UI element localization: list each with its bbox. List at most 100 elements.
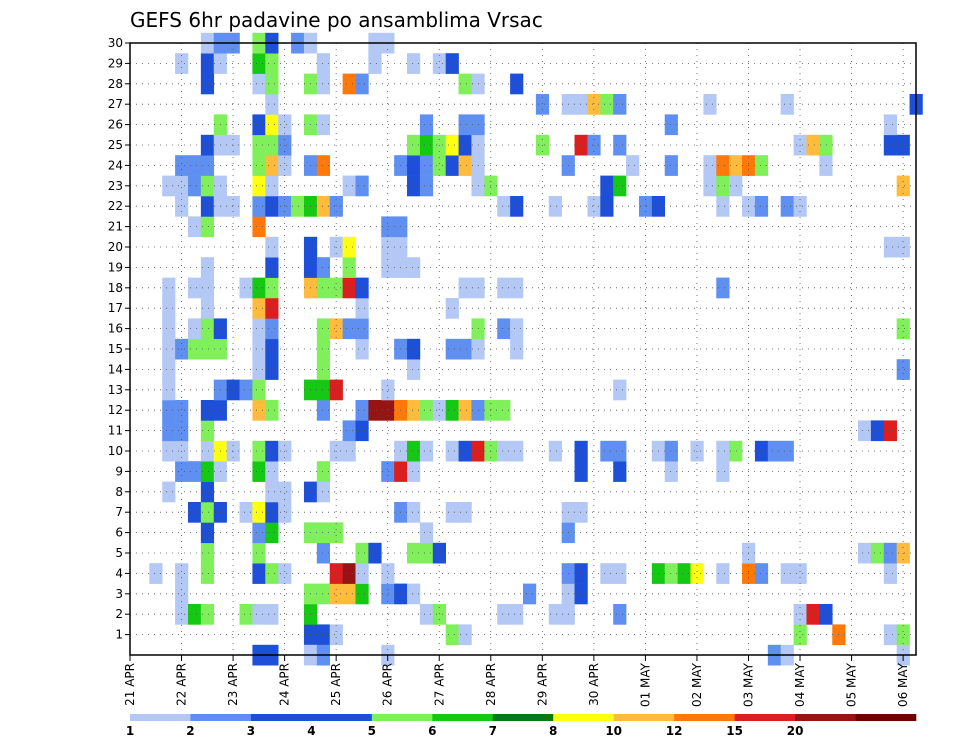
heatmap-cell [265, 482, 278, 503]
heatmap-cell [781, 196, 794, 217]
heatmap-cell [265, 502, 278, 523]
heatmap-cell [420, 441, 433, 462]
colorbar-swatch [735, 714, 796, 721]
y-tick-label: 17 [108, 301, 123, 315]
heatmap-cell [871, 420, 884, 441]
heatmap-cell [188, 176, 201, 197]
heatmap-cell [252, 380, 265, 401]
heatmap-cell [600, 196, 613, 217]
colorbar: 1 2 3 4 5 6 7 8 10 12 15 20 [126, 714, 916, 738]
x-tick-label: 01 MAY [638, 662, 652, 707]
y-tick-label: 15 [108, 342, 123, 356]
heatmap-cell [355, 543, 368, 564]
heatmap-cell [265, 237, 278, 258]
heatmap-cell [884, 114, 897, 135]
heatmap-cell [252, 441, 265, 462]
heatmap-cell [794, 624, 807, 645]
heatmap-cell [381, 216, 394, 237]
x-tick-label: 06 MAY [896, 662, 910, 707]
heatmap-cell [510, 604, 523, 625]
x-tick-label: 24 APR [278, 663, 292, 706]
colorbar-tick-label: 10 [605, 724, 622, 738]
heatmap-cell [252, 298, 265, 319]
heatmap-cell [265, 176, 278, 197]
heatmap-cell [355, 176, 368, 197]
heatmap-cell [446, 441, 459, 462]
heatmap-cell [188, 604, 201, 625]
colorbar-swatch [856, 714, 917, 721]
heatmap-cell [600, 94, 613, 115]
heatmap-cell [665, 114, 678, 135]
heatmap-cell [420, 543, 433, 564]
heatmap-cell [819, 135, 832, 156]
heatmap-cell [355, 420, 368, 441]
heatmap-cell [819, 604, 832, 625]
colorbar-swatch [795, 714, 856, 721]
heatmap-cell [265, 604, 278, 625]
heatmap-cell [381, 563, 394, 584]
y-tick-label: 20 [108, 240, 123, 254]
colorbar-swatch [372, 714, 433, 721]
heatmap-cell [575, 584, 588, 605]
heatmap-cell [265, 155, 278, 176]
colorbar-tick-label: 8 [549, 724, 557, 738]
heatmap-cell [420, 135, 433, 156]
y-tick-label: 7 [115, 505, 123, 519]
heatmap-cell [265, 359, 278, 380]
heatmap-cell [162, 441, 175, 462]
x-tick-label: 21 APR [123, 663, 137, 706]
heatmap-cell [884, 420, 897, 441]
heatmap-cell [871, 543, 884, 564]
y-tick-label: 29 [108, 56, 123, 70]
heatmap-cell [729, 155, 742, 176]
heatmap-cell [420, 400, 433, 421]
chart-title: GEFS 6hr padavine po ansamblima Vrsac [130, 8, 543, 32]
heatmap-cell [858, 420, 871, 441]
heatmap-cell [252, 278, 265, 299]
heatmap-cell [420, 114, 433, 135]
heatmap-cell [343, 441, 356, 462]
heatmap-cell [433, 53, 446, 74]
heatmap-cell [188, 278, 201, 299]
x-tick-label: 04 MAY [793, 662, 807, 707]
heatmap-cell [355, 339, 368, 360]
y-tick-label: 23 [108, 179, 123, 193]
heatmap-cell [343, 176, 356, 197]
colorbar-tick-label: 3 [247, 724, 255, 738]
heatmap-cell [252, 359, 265, 380]
heatmap-cell [291, 196, 304, 217]
heatmap-cell [510, 339, 523, 360]
heatmap-cell [613, 176, 626, 197]
heatmap-cell [252, 53, 265, 74]
heatmap-cell [162, 176, 175, 197]
y-tick-label: 18 [108, 281, 123, 295]
y-tick-label: 14 [108, 362, 123, 376]
heatmap-cell [433, 155, 446, 176]
heatmap-cell [613, 461, 626, 482]
x-tick-label: 02 MAY [690, 662, 704, 707]
heatmap-cell [446, 135, 459, 156]
heatmap-cell [162, 380, 175, 401]
y-tick-label: 28 [108, 77, 123, 91]
heatmap-cell [343, 278, 356, 299]
heatmap-cell [781, 441, 794, 462]
heatmap-cell [252, 522, 265, 543]
heatmap-cell [446, 53, 459, 74]
heatmap-cell [729, 176, 742, 197]
y-tick-label: 8 [115, 485, 123, 499]
heatmap-cell [665, 441, 678, 462]
colorbar-tick-label: 2 [186, 724, 194, 738]
colorbar-tick-label: 7 [489, 724, 497, 738]
heatmap-cell [188, 461, 201, 482]
colorbar-tick-label: 12 [666, 724, 683, 738]
y-tick-label: 4 [115, 566, 123, 580]
heatmap-cell [510, 278, 523, 299]
heatmap-cell [265, 196, 278, 217]
y-tick-label: 10 [108, 444, 123, 458]
y-tick-label: 24 [108, 158, 123, 172]
heatmap-cell [343, 563, 356, 584]
heatmap-cell [420, 176, 433, 197]
heatmap-cell [252, 604, 265, 625]
precipitation-heatmap-chart: GEFS 6hr padavine po ansamblima Vrsac 12… [0, 0, 960, 742]
heatmap-cell [446, 624, 459, 645]
